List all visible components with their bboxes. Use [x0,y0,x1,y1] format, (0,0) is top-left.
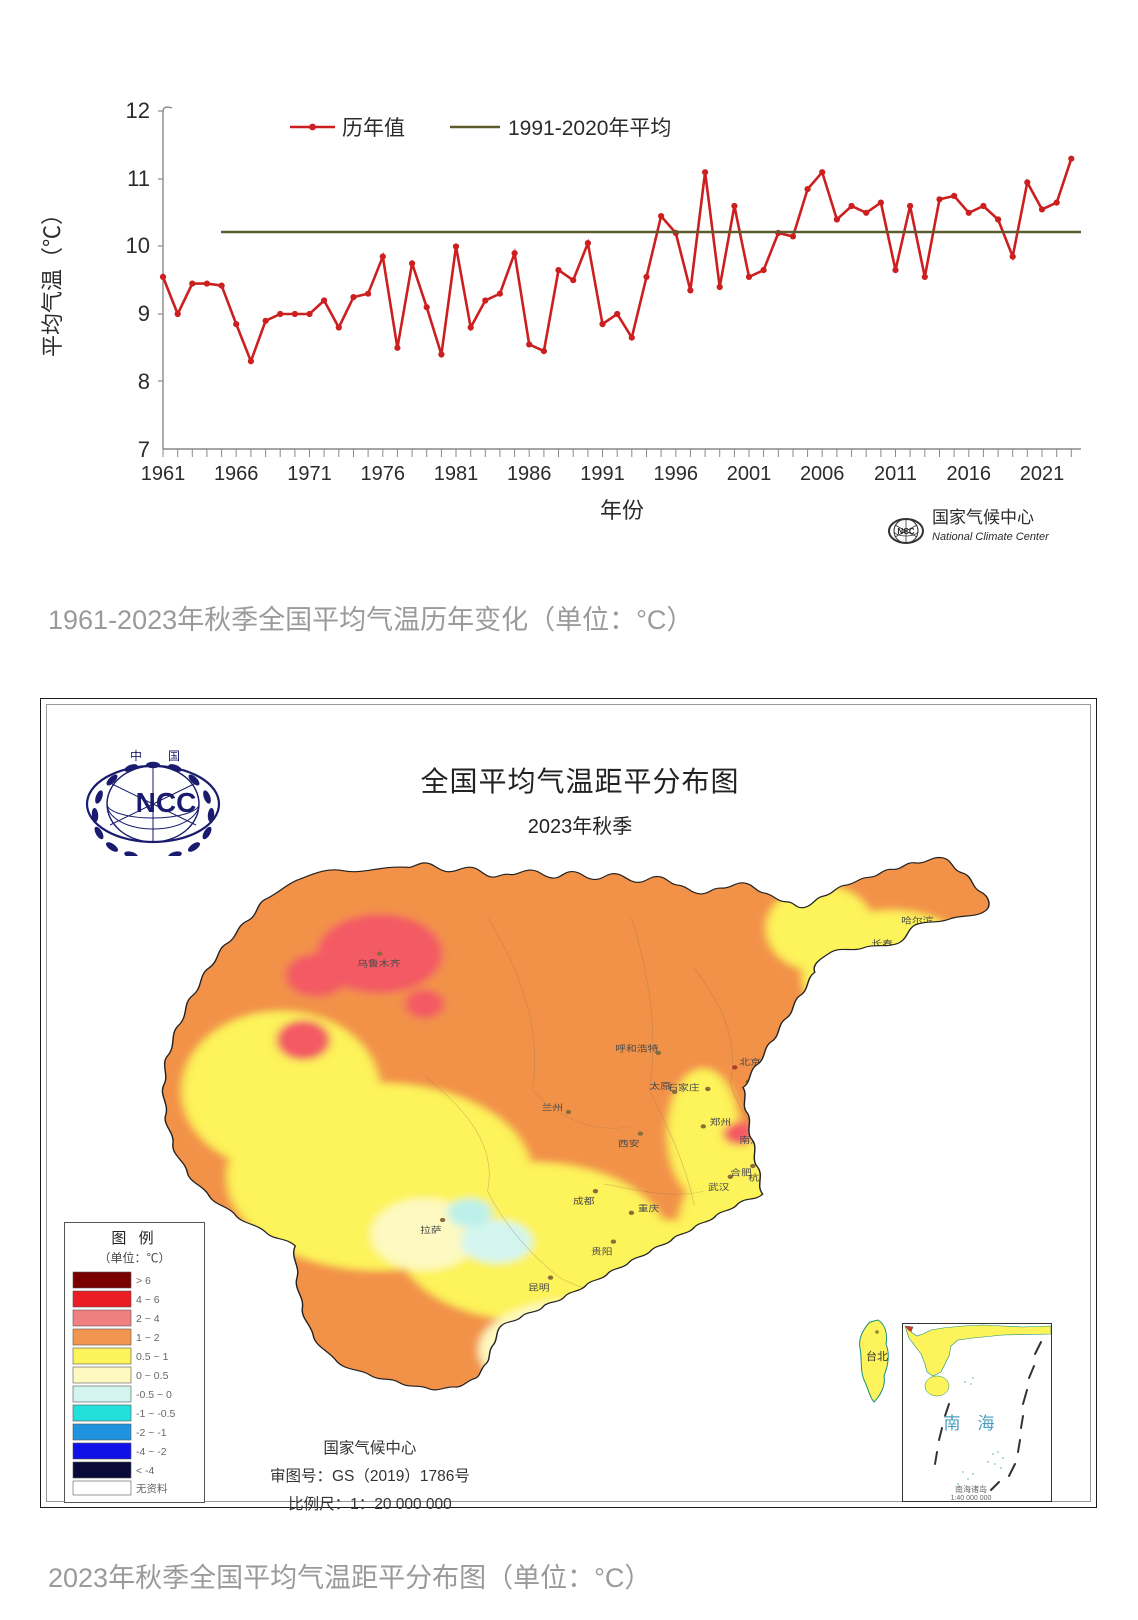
svg-text:2 ~ 4: 2 ~ 4 [136,1313,160,1325]
svg-text:11: 11 [127,166,150,191]
svg-text:福州: 福州 [757,1224,779,1235]
svg-text:0 ~ 0.5: 0 ~ 0.5 [136,1370,169,1382]
svg-text:1981: 1981 [434,463,479,485]
svg-text:9: 9 [138,301,150,326]
svg-text:南 海: 南 海 [944,1414,995,1433]
svg-text:昆明: 昆明 [528,1283,550,1294]
svg-text:北京: 北京 [739,1056,761,1067]
svg-text:-2 ~ -1: -2 ~ -1 [136,1427,167,1439]
svg-text:长春: 长春 [871,938,893,949]
svg-text:历年值: 历年值 [342,117,405,140]
svg-text:1986: 1986 [507,463,552,485]
svg-text:香港: 香港 [730,1311,752,1322]
svg-text:长沙: 长沙 [699,1225,721,1236]
svg-text:National Climate Center: National Climate Center [932,531,1050,543]
svg-text:拉萨: 拉萨 [420,1224,442,1235]
svg-text:4 ~ 6: 4 ~ 6 [136,1294,160,1306]
svg-text:< -4: < -4 [136,1465,155,1477]
svg-text:台北: 台北 [866,1349,888,1363]
svg-text:-0.5 ~ 0: -0.5 ~ 0 [136,1389,172,1401]
svg-text:1996: 1996 [654,463,699,485]
svg-text:2021: 2021 [1020,463,1065,485]
svg-text:2006: 2006 [800,463,845,485]
svg-text:无资料: 无资料 [136,1482,168,1495]
svg-text:1 ~ 2: 1 ~ 2 [136,1332,160,1344]
svg-text:1991: 1991 [580,463,625,485]
svg-text:成都: 成都 [573,1196,595,1207]
svg-text:国: 国 [168,749,180,763]
svg-text:西安: 西安 [618,1138,640,1149]
svg-text:乌鲁木齐: 乌鲁木齐 [357,958,400,969]
svg-text:南海诸岛: 南海诸岛 [955,1484,987,1494]
svg-text:呼和浩特: 呼和浩特 [615,1044,658,1055]
svg-text:杭州: 杭州 [748,1172,770,1183]
svg-text:1:40 000 000: 1:40 000 000 [951,1495,992,1501]
svg-text:1971: 1971 [287,463,332,485]
svg-text:海口: 海口 [690,1350,712,1361]
svg-text:8: 8 [138,369,150,394]
svg-text:天津: 天津 [753,1072,775,1083]
svg-text:重庆: 重庆 [638,1203,660,1214]
svg-text:1966: 1966 [214,463,259,485]
svg-text:济南: 济南 [764,1098,786,1109]
svg-text:沈阳: 沈阳 [849,956,871,967]
svg-text:-4 ~ -2: -4 ~ -2 [136,1446,167,1458]
svg-text:1961: 1961 [141,463,186,485]
svg-text:7: 7 [138,437,150,462]
svg-text:兰州: 兰州 [542,1102,564,1113]
svg-text:国家气候中心: 国家气候中心 [932,508,1034,527]
svg-text:上海: 上海 [771,1134,793,1145]
svg-text:广州: 广州 [717,1290,739,1301]
svg-text:-1 ~ -0.5: -1 ~ -0.5 [136,1408,176,1420]
svg-text:> 6: > 6 [136,1275,151,1287]
svg-text:1991-2020年平均: 1991-2020年平均 [508,117,671,140]
svg-text:0.5 ~ 1: 0.5 ~ 1 [136,1351,169,1363]
svg-text:12: 12 [126,98,150,123]
svg-text:太原: 太原 [649,1080,671,1091]
svg-text:南昌: 南昌 [739,1215,761,1226]
svg-text:南宁: 南宁 [627,1311,649,1322]
svg-text:NCC: NCC [897,527,915,536]
svg-text:贵阳: 贵阳 [591,1246,613,1257]
svg-text:郑州: 郑州 [710,1116,732,1127]
svg-text:武汉: 武汉 [708,1181,730,1192]
svg-text:2016: 2016 [947,463,992,485]
svg-text:1976: 1976 [361,463,406,485]
svg-text:2001: 2001 [727,463,772,485]
svg-text:中: 中 [130,748,142,763]
svg-text:年份: 年份 [600,498,644,523]
svg-text:10: 10 [126,233,150,258]
svg-text:平均气温（℃）: 平均气温（℃） [40,203,65,357]
svg-text:2011: 2011 [874,463,917,485]
